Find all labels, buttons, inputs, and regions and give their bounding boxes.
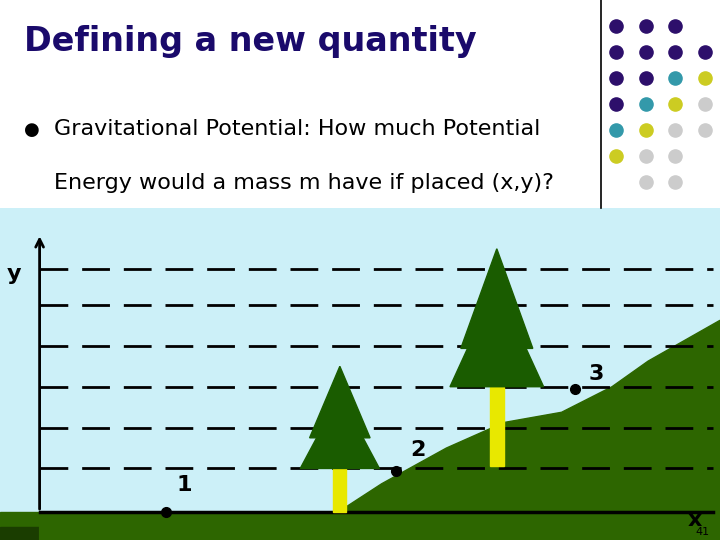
Text: y: y bbox=[7, 264, 22, 285]
Text: 41: 41 bbox=[695, 528, 709, 537]
Polygon shape bbox=[450, 285, 544, 387]
Point bbox=[611, 126, 622, 134]
Point bbox=[611, 152, 622, 160]
Polygon shape bbox=[300, 394, 379, 469]
Point bbox=[640, 48, 652, 56]
Point bbox=[699, 99, 711, 108]
Point bbox=[640, 22, 652, 30]
Text: 1: 1 bbox=[176, 475, 192, 496]
Text: x: x bbox=[688, 510, 702, 530]
Bar bbox=[0, 512, 720, 540]
Point bbox=[640, 152, 652, 160]
Point bbox=[670, 22, 681, 30]
Polygon shape bbox=[310, 366, 370, 438]
Point bbox=[640, 73, 652, 82]
Polygon shape bbox=[40, 320, 720, 540]
Point bbox=[611, 99, 622, 108]
Point bbox=[670, 152, 681, 160]
Text: Defining a new quantity: Defining a new quantity bbox=[24, 25, 477, 58]
Point bbox=[670, 73, 681, 82]
Point bbox=[640, 99, 652, 108]
Point bbox=[640, 126, 652, 134]
Point bbox=[699, 126, 711, 134]
Point bbox=[699, 73, 711, 82]
Text: Energy would a mass m have if placed (x,y)?: Energy would a mass m have if placed (x,… bbox=[54, 173, 554, 193]
Text: Gravitational Potential: How much Potential: Gravitational Potential: How much Potent… bbox=[54, 118, 541, 138]
Text: 3: 3 bbox=[589, 364, 604, 384]
Point bbox=[611, 22, 622, 30]
Polygon shape bbox=[461, 249, 533, 348]
Text: 2: 2 bbox=[410, 440, 426, 460]
Point bbox=[611, 73, 622, 82]
Point bbox=[670, 99, 681, 108]
Point bbox=[640, 178, 652, 186]
Bar bbox=[490, 387, 504, 466]
Point bbox=[611, 48, 622, 56]
Point bbox=[699, 48, 711, 56]
Text: ●: ● bbox=[24, 120, 40, 139]
Bar bbox=[333, 469, 346, 512]
Point bbox=[670, 178, 681, 186]
Point bbox=[670, 126, 681, 134]
Point bbox=[670, 48, 681, 56]
Bar bbox=[0, 527, 720, 540]
